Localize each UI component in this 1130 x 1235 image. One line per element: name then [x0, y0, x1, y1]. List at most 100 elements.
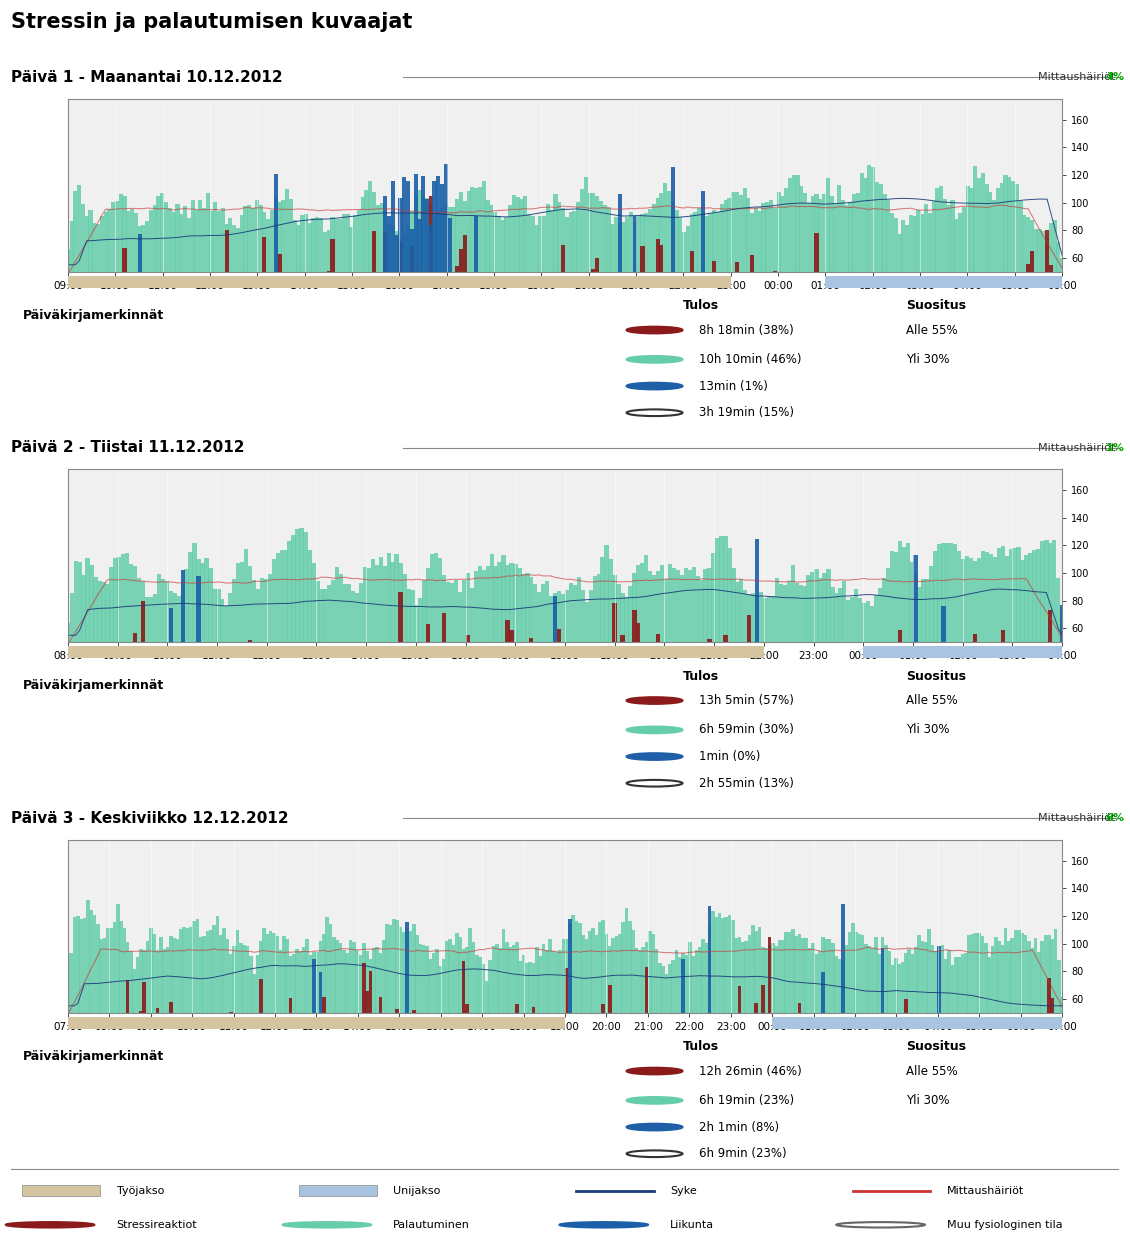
- Bar: [655, 635, 660, 711]
- Bar: [342, 584, 347, 711]
- Bar: [878, 673, 883, 711]
- Bar: [880, 1044, 885, 1082]
- Bar: [791, 929, 794, 1082]
- Bar: [628, 1040, 632, 1082]
- Bar: [720, 672, 723, 711]
- Bar: [731, 568, 736, 711]
- Bar: [315, 217, 320, 341]
- Bar: [327, 584, 331, 711]
- Bar: [176, 939, 180, 1082]
- Bar: [887, 1037, 892, 1082]
- Bar: [254, 301, 259, 341]
- Text: 3h 19min (15%): 3h 19min (15%): [699, 406, 794, 419]
- Bar: [736, 673, 739, 711]
- Bar: [644, 673, 649, 711]
- Bar: [212, 671, 217, 711]
- Bar: [450, 583, 454, 711]
- Bar: [355, 1045, 359, 1082]
- Bar: [481, 569, 486, 711]
- Bar: [870, 666, 875, 711]
- Bar: [272, 1036, 276, 1082]
- Bar: [383, 566, 386, 711]
- Bar: [565, 299, 570, 341]
- Bar: [271, 662, 276, 711]
- Bar: [449, 1034, 452, 1082]
- Bar: [357, 210, 360, 341]
- Bar: [594, 1040, 599, 1082]
- Text: Päiväkirjamerkinnät: Päiväkirjamerkinnät: [23, 1050, 164, 1062]
- Bar: [913, 573, 918, 711]
- Text: Mittaushäiriöt: Mittaushäiriöt: [1038, 442, 1119, 453]
- Bar: [293, 220, 297, 341]
- Bar: [289, 199, 293, 341]
- Bar: [185, 1042, 190, 1082]
- Bar: [675, 210, 679, 341]
- Bar: [299, 672, 304, 711]
- Bar: [379, 952, 382, 1082]
- Bar: [66, 972, 70, 1082]
- Bar: [947, 299, 950, 341]
- Bar: [436, 303, 441, 341]
- Bar: [512, 195, 516, 341]
- Bar: [862, 603, 867, 711]
- Bar: [605, 1045, 608, 1082]
- Bar: [565, 217, 570, 341]
- Bar: [418, 1044, 423, 1082]
- Bar: [415, 1044, 419, 1082]
- Bar: [194, 210, 199, 341]
- Bar: [568, 924, 572, 1082]
- Bar: [325, 916, 329, 1082]
- Bar: [406, 182, 410, 341]
- Bar: [243, 206, 247, 341]
- Bar: [705, 216, 709, 341]
- Text: Päivä 1 - Maanantai 10.12.2012: Päivä 1 - Maanantai 10.12.2012: [11, 69, 282, 85]
- Bar: [505, 620, 510, 711]
- Bar: [871, 295, 876, 341]
- Bar: [82, 918, 86, 1082]
- Bar: [718, 1037, 721, 1082]
- Bar: [868, 299, 871, 341]
- Bar: [974, 934, 977, 1082]
- Bar: [323, 232, 327, 341]
- Bar: [842, 580, 846, 711]
- Bar: [153, 296, 157, 341]
- Bar: [973, 167, 977, 341]
- Bar: [342, 950, 346, 1082]
- Bar: [402, 932, 406, 1082]
- Bar: [308, 1037, 312, 1082]
- Bar: [94, 577, 97, 711]
- Bar: [1018, 293, 1023, 341]
- Bar: [763, 667, 767, 711]
- Bar: [1020, 1045, 1024, 1082]
- Bar: [667, 304, 671, 341]
- Text: Palautuminen: Palautuminen: [393, 1220, 470, 1230]
- Bar: [428, 205, 433, 341]
- Bar: [415, 676, 418, 711]
- Bar: [199, 936, 202, 1082]
- Bar: [471, 1030, 476, 1082]
- Bar: [88, 210, 93, 341]
- Bar: [731, 1036, 734, 1082]
- Bar: [723, 290, 728, 341]
- Bar: [96, 1044, 99, 1082]
- Bar: [486, 200, 489, 341]
- Bar: [1027, 1042, 1031, 1082]
- Bar: [271, 558, 276, 711]
- Bar: [77, 185, 81, 341]
- Bar: [921, 669, 925, 711]
- Bar: [712, 210, 716, 341]
- Bar: [428, 196, 433, 341]
- Bar: [173, 939, 176, 1082]
- Bar: [897, 275, 902, 341]
- Bar: [920, 303, 924, 341]
- Bar: [676, 659, 680, 711]
- Bar: [658, 1039, 661, 1082]
- Bar: [918, 1036, 921, 1082]
- Bar: [852, 298, 857, 341]
- Bar: [164, 203, 168, 341]
- Bar: [671, 167, 675, 341]
- Bar: [675, 1026, 678, 1082]
- Bar: [1036, 668, 1041, 711]
- Text: Työjakso: Työjakso: [116, 1186, 164, 1195]
- Bar: [435, 948, 438, 1082]
